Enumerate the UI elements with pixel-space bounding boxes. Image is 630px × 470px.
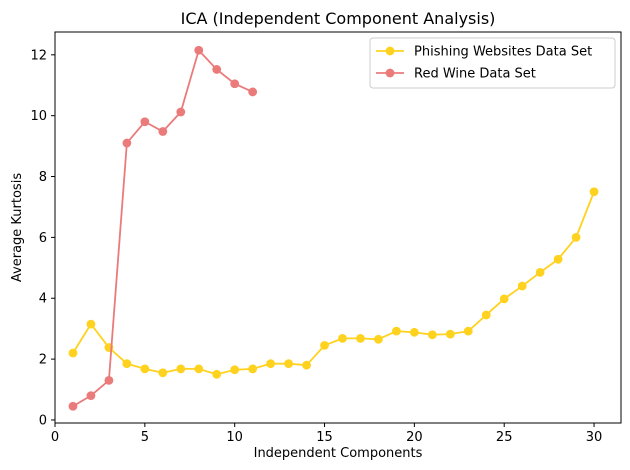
plot-area <box>54 31 622 424</box>
series-0-point <box>445 329 455 339</box>
series-0-point <box>463 326 473 336</box>
y-axis-title: Average Kurtosis <box>10 173 25 282</box>
series-0-point <box>122 359 132 369</box>
series-0-point <box>553 254 563 264</box>
series-0-point <box>481 310 491 320</box>
legend: Phishing Websites Data Set Red Wine Data … <box>369 37 616 89</box>
series-0-point <box>230 365 240 375</box>
y-axis-ticks: 0 2 4 6 8 10 12 <box>30 48 55 428</box>
series-0-point <box>356 334 365 343</box>
series-0-point <box>320 341 329 350</box>
legend-marker <box>385 46 395 56</box>
series-1-point <box>158 127 168 136</box>
series-0-point <box>427 330 437 340</box>
series-1-point <box>86 391 96 401</box>
series-1-point <box>176 107 186 117</box>
legend-label: Phishing Websites Data Set <box>414 45 592 60</box>
series-1-point <box>68 401 78 411</box>
series-0-point <box>266 359 276 369</box>
series-1-point <box>212 65 222 74</box>
series-0-point <box>86 319 96 329</box>
x-tick-label: 15 <box>316 430 333 445</box>
series-1-point <box>230 79 240 89</box>
series-layer <box>68 45 599 411</box>
series-0-point <box>158 368 168 378</box>
series-1-point <box>248 87 258 97</box>
series-1-point <box>194 45 204 55</box>
y-tick-label: 4 <box>39 292 47 307</box>
series-0-point <box>338 334 347 343</box>
plot-frame <box>54 31 622 424</box>
series-0-point <box>409 327 419 337</box>
y-tick-label: 12 <box>30 48 47 63</box>
series-0-point <box>535 267 545 277</box>
x-axis-title: Independent Components <box>254 446 423 461</box>
series-0-point <box>374 334 383 344</box>
y-tick-label: 6 <box>39 231 47 246</box>
series-line-0 <box>72 191 595 376</box>
series-0-point <box>517 281 527 291</box>
x-tick-label: 0 <box>51 430 59 445</box>
y-tick-label: 10 <box>30 109 47 124</box>
series-0-point <box>140 364 150 374</box>
series-0-point <box>302 360 311 370</box>
legend-box <box>369 37 616 89</box>
series-0-point <box>284 359 293 369</box>
series-0-point <box>176 364 186 374</box>
series-0-point <box>589 187 599 197</box>
x-tick-label: 30 <box>586 430 603 445</box>
series-0-point <box>248 364 258 374</box>
series-0-point <box>212 369 222 379</box>
series-0-point <box>68 348 78 358</box>
chart-title: ICA (Independent Component Analysis) <box>181 9 496 28</box>
x-tick-label: 25 <box>496 430 513 445</box>
x-tick-label: 20 <box>406 430 423 445</box>
series-0-point <box>391 326 401 336</box>
series-0-point <box>571 232 581 242</box>
x-axis-ticks: 0 5 10 15 20 25 30 <box>51 423 602 445</box>
series-0-point <box>194 364 204 374</box>
y-tick-label: 8 <box>39 170 47 185</box>
series-0-point <box>499 294 509 304</box>
legend-marker <box>385 68 395 78</box>
legend-label: Red Wine Data Set <box>414 67 536 82</box>
series-line-1 <box>72 48 254 408</box>
x-tick-label: 10 <box>226 430 243 445</box>
x-tick-label: 5 <box>141 430 149 445</box>
series-1-point <box>122 138 132 148</box>
y-tick-label: 2 <box>39 353 47 368</box>
series-1-point <box>104 376 114 385</box>
series-1-point <box>140 117 150 127</box>
y-tick-label: 0 <box>39 413 47 428</box>
